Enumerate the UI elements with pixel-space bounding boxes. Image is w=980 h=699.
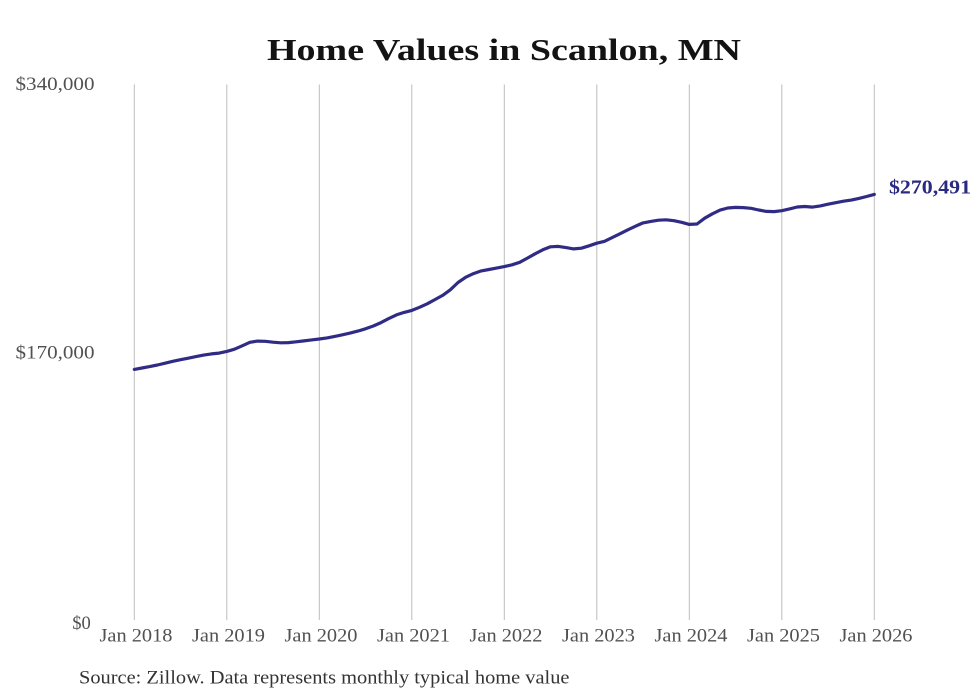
svg-text:$170,000: $170,000 — [16, 343, 95, 363]
svg-text:Jan 2026: Jan 2026 — [840, 626, 913, 646]
svg-text:Jan 2019: Jan 2019 — [192, 626, 265, 646]
svg-text:Source: Zillow. Data represent: Source: Zillow. Data represents monthly … — [79, 667, 570, 688]
svg-text:$340,000: $340,000 — [16, 75, 95, 95]
svg-text:Jan 2024: Jan 2024 — [655, 626, 728, 646]
svg-text:Jan 2018: Jan 2018 — [100, 626, 173, 646]
svg-text:Jan 2021: Jan 2021 — [377, 626, 450, 646]
svg-text:Jan 2022: Jan 2022 — [470, 626, 543, 646]
svg-text:Jan 2025: Jan 2025 — [747, 626, 820, 646]
svg-text:Jan 2020: Jan 2020 — [285, 626, 358, 646]
svg-text:Jan 2023: Jan 2023 — [562, 626, 635, 646]
svg-text:Home Values in Scanlon, MN: Home Values in Scanlon, MN — [267, 32, 741, 67]
svg-text:$270,491: $270,491 — [889, 177, 971, 198]
svg-text:$0: $0 — [72, 614, 91, 634]
